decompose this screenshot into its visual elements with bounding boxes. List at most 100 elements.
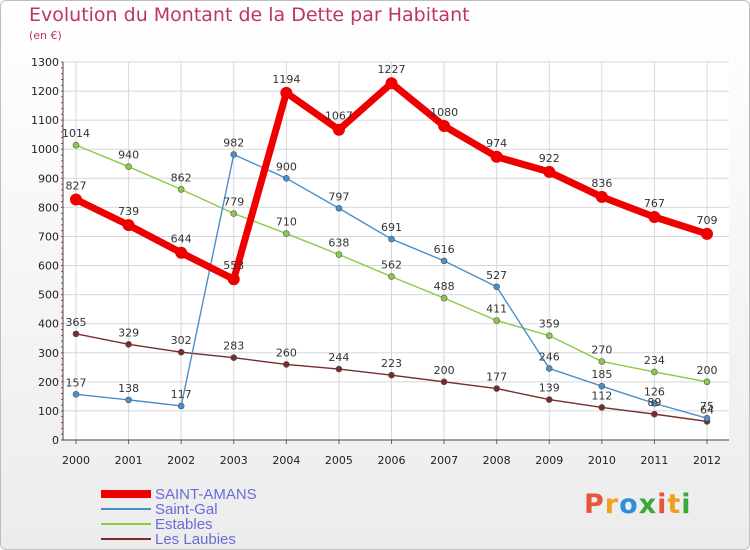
data-point [125, 163, 132, 170]
data-point [545, 365, 553, 372]
logo-letter: i [681, 489, 692, 520]
data-label: 89 [647, 396, 661, 409]
data-point [72, 330, 80, 338]
logo-letter: x [638, 489, 658, 520]
data-label: 329 [118, 326, 139, 339]
legend-label: Estables [155, 516, 213, 533]
data-label: 862 [171, 171, 192, 184]
y-tick-label: 900 [38, 172, 59, 185]
data-point [227, 273, 240, 286]
data-point [701, 227, 713, 240]
y-tick-label: 500 [38, 289, 59, 302]
y-tick-label: 0 [52, 434, 59, 447]
chart-subtitle: (en €) [29, 29, 62, 42]
y-tick-label: 1000 [31, 143, 59, 156]
y-tick-label: 700 [38, 230, 59, 243]
data-point [545, 332, 553, 339]
legend-label: Les Laubies [155, 531, 236, 548]
data-label: 710 [276, 216, 297, 229]
data-point [703, 378, 711, 386]
data-label: 982 [223, 136, 244, 149]
data-label: 1080 [430, 106, 458, 119]
data-point [125, 396, 132, 404]
data-label: 1194 [272, 73, 300, 86]
data-label: 940 [118, 149, 139, 162]
data-label: 616 [434, 243, 455, 256]
data-label: 126 [644, 385, 665, 398]
logo-letter: r [604, 489, 620, 520]
data-point [598, 358, 606, 365]
data-point [72, 391, 80, 398]
series-saint-amans [70, 77, 713, 286]
y-tick-label: 1100 [31, 114, 59, 127]
data-point [175, 246, 188, 259]
data-point [122, 219, 135, 232]
data-point [72, 141, 80, 149]
data-label: 739 [118, 205, 139, 218]
data-label: 797 [328, 190, 349, 203]
data-point [230, 210, 238, 217]
data-label: 709 [697, 214, 718, 227]
data-label: 922 [539, 152, 560, 165]
data-label: 411 [486, 302, 507, 315]
data-point [648, 210, 661, 223]
data-point [385, 77, 398, 90]
data-label: 244 [328, 351, 349, 364]
y-tick-label: 1200 [31, 85, 59, 98]
data-point [598, 404, 606, 411]
data-label: 270 [591, 343, 612, 356]
data-label: 527 [486, 269, 507, 282]
data-point [438, 119, 451, 132]
data-point [283, 175, 290, 182]
x-tick-label: 2000 [62, 454, 90, 467]
x-tick-label: 2005 [325, 454, 353, 467]
data-point [545, 396, 553, 403]
data-label: 638 [328, 236, 349, 249]
data-point [595, 190, 608, 203]
data-point [440, 378, 448, 386]
data-point [598, 382, 606, 390]
y-tick-label: 800 [38, 201, 59, 214]
data-point [493, 283, 500, 291]
data-label: 900 [276, 160, 297, 173]
data-point [230, 354, 238, 362]
data-point [493, 317, 500, 324]
data-label: 234 [644, 354, 665, 367]
data-point [440, 257, 448, 265]
data-label: 1014 [62, 127, 90, 140]
x-tick-label: 2002 [167, 454, 195, 467]
data-label: 644 [171, 233, 192, 246]
series-saint-gal [72, 151, 711, 422]
logo-letter: P [584, 489, 605, 520]
plot-area [63, 62, 729, 440]
data-label: 1227 [378, 63, 406, 76]
logo-letter: o [619, 489, 639, 520]
data-point [440, 294, 448, 302]
data-point [280, 86, 293, 99]
x-tick-label: 2011 [640, 454, 668, 467]
x-tick-label: 2010 [588, 454, 616, 467]
data-label: 177 [486, 371, 507, 384]
data-point [651, 400, 658, 407]
y-tick-label: 200 [38, 376, 59, 389]
y-tick-label: 100 [38, 405, 59, 418]
data-label: 1067 [325, 110, 353, 123]
data-label: 365 [66, 316, 87, 329]
data-point [651, 410, 658, 418]
data-label: 138 [118, 382, 139, 395]
data-point [177, 348, 185, 356]
data-point [703, 414, 711, 422]
data-label: 246 [539, 350, 560, 363]
data-label: 836 [591, 177, 612, 190]
logo-letter: t [667, 489, 682, 520]
data-label: 139 [539, 382, 560, 395]
data-label: 974 [486, 137, 507, 150]
data-label: 827 [66, 180, 87, 193]
data-label: 157 [66, 376, 87, 389]
chart-title: Evolution du Montant de la Dette par Hab… [29, 4, 470, 26]
y-tick-label: 600 [38, 260, 59, 273]
x-tick-label: 2003 [220, 454, 248, 467]
data-label: 767 [644, 197, 665, 210]
data-label: 553 [223, 259, 244, 272]
